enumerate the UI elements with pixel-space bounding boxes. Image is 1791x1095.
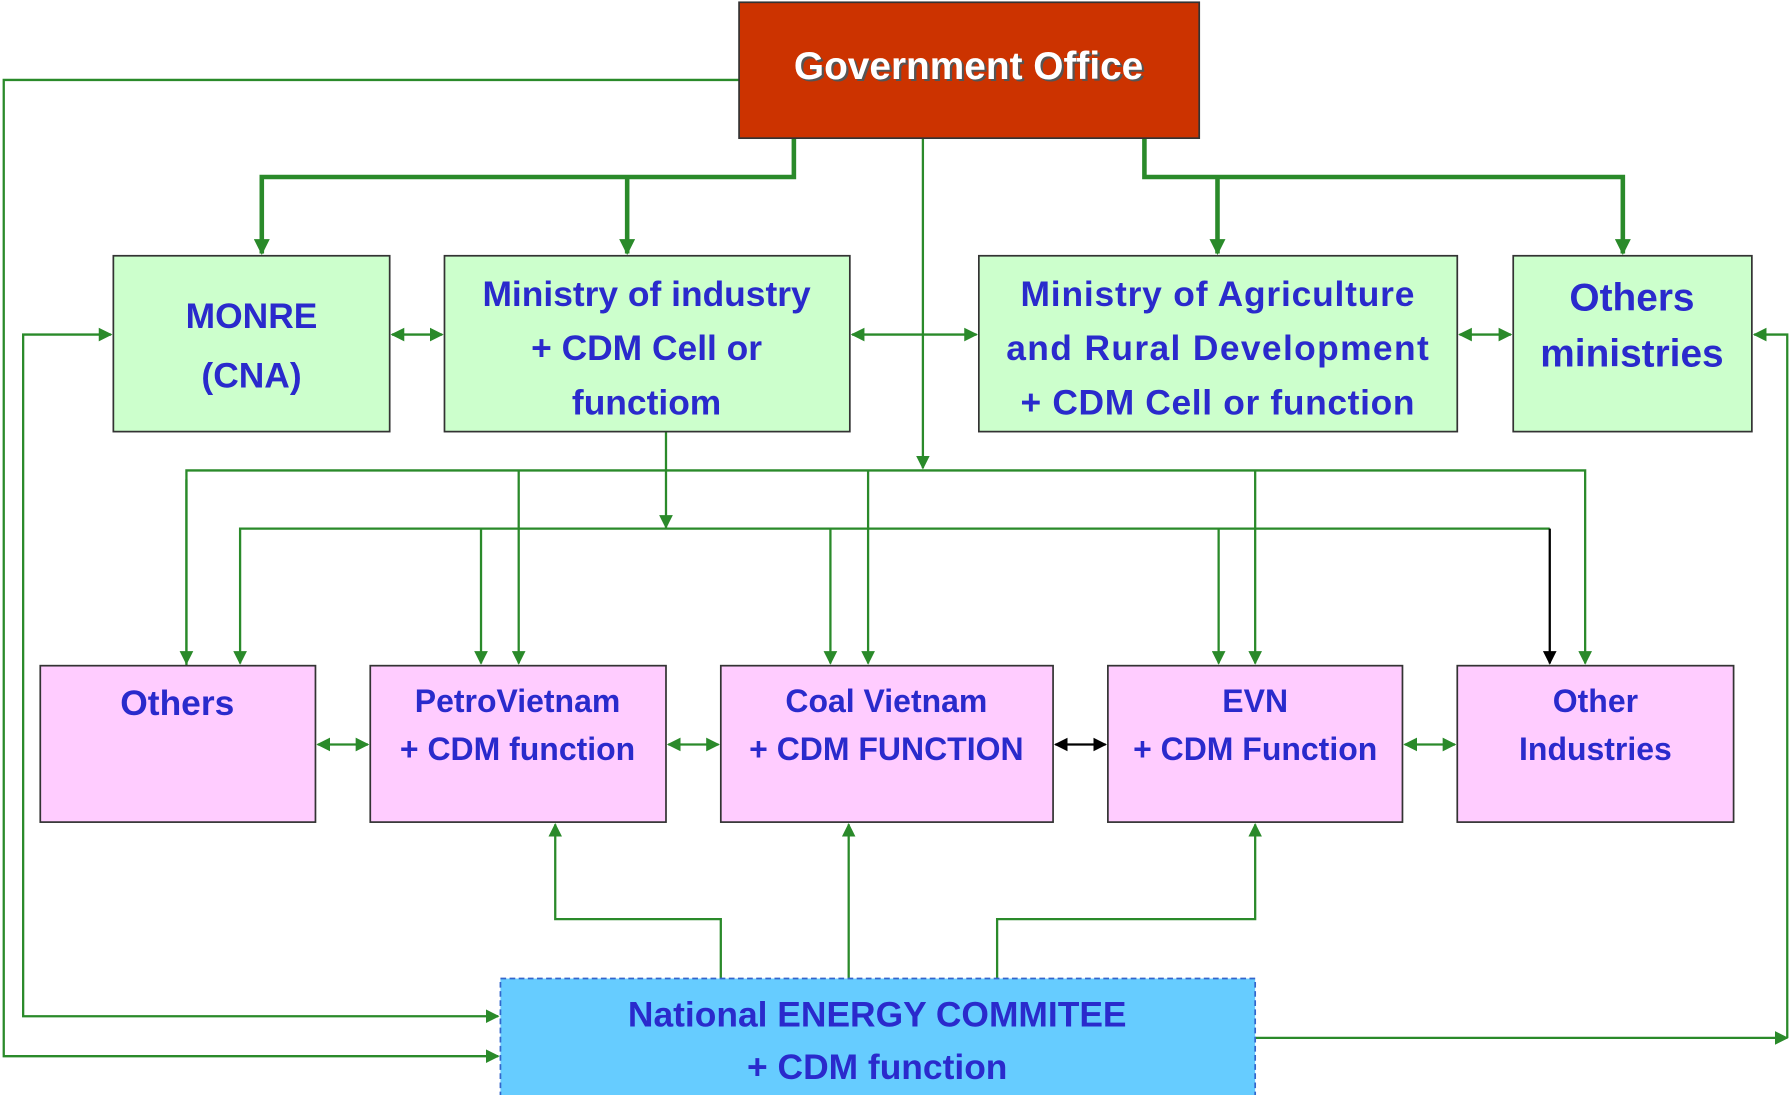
box xyxy=(738,1,1201,140)
box xyxy=(369,664,667,823)
connectors xyxy=(2,78,1789,1064)
label: Others xyxy=(1569,277,1694,320)
label: ministries xyxy=(1540,332,1723,375)
industries: Others PetroVietnam + CDM function Coal … xyxy=(39,664,1735,823)
label: National ENERGY COMMITEE xyxy=(628,996,1127,1035)
label: and Rural Development xyxy=(1006,329,1429,368)
box xyxy=(499,977,1257,1095)
label: Coal Vietnam xyxy=(785,683,987,719)
box xyxy=(39,664,317,823)
node-national-energy-committee: National ENERGY COMMITEE + CDM function xyxy=(499,977,1257,1095)
connector xyxy=(995,823,1263,979)
box xyxy=(443,254,851,433)
label: + CDM Function xyxy=(1133,731,1377,767)
label: + CDM FUNCTION xyxy=(749,731,1023,767)
label: + CDM Cell or function xyxy=(1021,384,1415,423)
label: Government Office xyxy=(794,45,1143,88)
connector xyxy=(185,469,1593,666)
box xyxy=(1107,664,1404,823)
label: Other xyxy=(1553,683,1638,719)
node-government-office: Government Office Government Office xyxy=(738,1,1201,140)
connector xyxy=(22,327,500,1024)
connector xyxy=(1142,138,1631,256)
label: functiom xyxy=(572,384,721,423)
label: + CDM function xyxy=(747,1048,1007,1087)
label: PetroVietnam xyxy=(415,683,621,719)
connector xyxy=(233,527,1550,665)
box xyxy=(977,254,1459,433)
connector xyxy=(548,823,722,979)
label: + CDM function xyxy=(400,731,635,767)
connector xyxy=(253,138,797,256)
label: Industries xyxy=(1519,731,1672,767)
box xyxy=(112,254,391,433)
connector xyxy=(2,78,740,1064)
connector xyxy=(1752,327,1789,1038)
label: + CDM Cell or xyxy=(531,329,762,368)
label: Others xyxy=(120,684,234,723)
box xyxy=(719,664,1054,823)
box xyxy=(1512,254,1753,433)
ministries: MONRE (CNA) Ministry of industry + CDM C… xyxy=(112,254,1753,433)
label: MONRE xyxy=(186,297,318,336)
box xyxy=(1456,664,1735,823)
label: (CNA) xyxy=(201,356,301,395)
label: EVN xyxy=(1222,683,1288,719)
label-shadow: Government Office xyxy=(796,47,1145,90)
label: Ministry of Agriculture xyxy=(1021,275,1415,314)
label: Ministry of industry xyxy=(482,275,811,314)
